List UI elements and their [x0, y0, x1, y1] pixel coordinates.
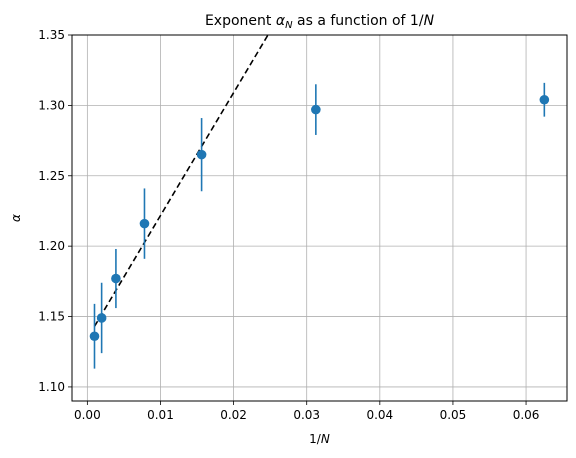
plot-background: [72, 35, 567, 401]
x-tick-label: 0.00: [74, 408, 101, 422]
x-tick-label: 0.01: [147, 408, 174, 422]
x-tick-label: 0.02: [220, 408, 247, 422]
data-point: [539, 94, 550, 105]
y-tick-label: 1.10: [38, 380, 65, 394]
y-axis-label: α: [9, 214, 23, 222]
data-point: [89, 331, 100, 342]
data-point: [111, 273, 121, 284]
x-tick-label: 0.05: [440, 408, 467, 422]
x-tick-label: 0.04: [366, 408, 393, 422]
y-tick-label: 1.20: [38, 239, 65, 253]
data-point: [196, 149, 207, 160]
y-tick-label: 1.35: [38, 28, 65, 42]
plot-frame: [71, 34, 568, 402]
y-axis: 1.10 1.15 1.20 1.25 1.30 1.35: [38, 28, 72, 394]
x-axis-label: 1/N: [309, 432, 330, 446]
x-tick-label: 0.03: [293, 408, 320, 422]
points-group: [89, 94, 550, 342]
data-point: [311, 104, 321, 115]
data-point: [96, 313, 107, 323]
y-tick-label: 1.25: [38, 169, 65, 183]
data-point: [139, 218, 150, 229]
y-tick-label: 1.15: [38, 310, 65, 324]
y-tick-label: 1.30: [38, 98, 65, 112]
x-axis: 0.00 0.01 0.02 0.03 0.04 0.05 0.06: [74, 401, 539, 422]
x-tick-label: 0.06: [513, 408, 540, 422]
chart-title: Exponent αN as a function of 1/N: [205, 13, 435, 31]
